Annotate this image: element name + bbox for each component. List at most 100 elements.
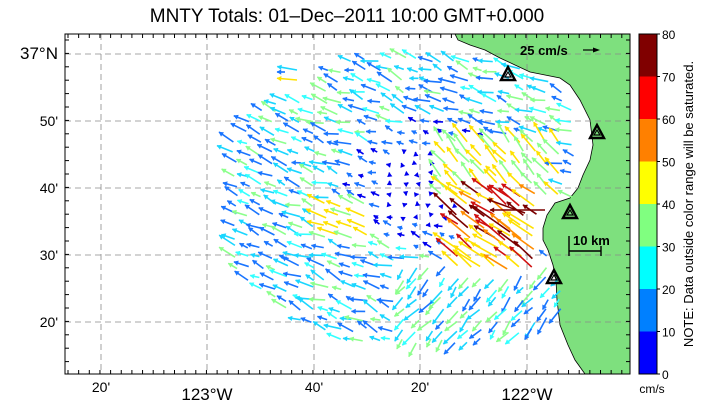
current-vector	[393, 64, 405, 71]
current-vector	[485, 311, 498, 323]
current-vector	[440, 50, 454, 62]
current-vector	[442, 105, 459, 112]
current-vector	[395, 245, 407, 251]
current-vector	[468, 124, 485, 143]
current-vector	[338, 270, 353, 277]
current-vector	[271, 298, 287, 309]
map-frame	[64, 33, 631, 375]
current-vector	[327, 68, 341, 74]
current-vector	[387, 172, 393, 178]
current-vector	[468, 224, 483, 238]
current-vector	[406, 267, 418, 284]
current-vector	[397, 225, 403, 231]
current-vector	[306, 219, 324, 226]
current-vector	[236, 199, 249, 205]
y-tick-label: 20'	[40, 314, 58, 330]
current-vector-field	[216, 48, 574, 358]
current-vector	[480, 252, 495, 267]
current-vector	[335, 299, 352, 310]
current-vector	[449, 197, 470, 215]
current-vector	[466, 309, 481, 320]
current-vector	[276, 76, 298, 82]
current-vector	[264, 138, 276, 146]
current-vector	[233, 114, 250, 123]
current-vector	[371, 180, 379, 186]
current-vector	[293, 252, 312, 259]
current-vector	[379, 105, 390, 112]
current-vector	[406, 67, 418, 73]
current-vector	[320, 105, 338, 116]
current-vector	[468, 328, 482, 340]
current-vector	[270, 199, 289, 208]
current-vector	[380, 92, 393, 102]
current-vector	[555, 140, 572, 146]
current-vector	[305, 274, 315, 282]
current-vector	[331, 188, 341, 196]
current-vector	[458, 190, 481, 204]
current-vector	[443, 342, 456, 355]
current-vector	[428, 180, 434, 186]
current-vector	[365, 128, 377, 135]
current-vector	[416, 319, 432, 332]
current-vector	[439, 212, 459, 225]
current-vector	[301, 207, 312, 215]
current-vector	[427, 250, 443, 260]
current-vector	[478, 134, 495, 153]
current-vector	[310, 269, 325, 281]
current-vector	[346, 193, 365, 205]
current-vector	[528, 280, 536, 290]
map-background	[65, 34, 630, 374]
current-vector	[554, 127, 572, 133]
current-vector	[379, 313, 391, 322]
current-vector	[497, 122, 510, 143]
current-vector	[357, 155, 368, 163]
current-vector	[299, 176, 314, 187]
current-vector	[482, 69, 497, 75]
current-vector	[343, 67, 354, 73]
radar-station-marker	[587, 122, 607, 140]
current-vector	[442, 97, 455, 104]
current-vector	[222, 181, 238, 188]
current-vector	[428, 191, 434, 197]
current-vector	[505, 254, 520, 268]
lat-lon-grid	[65, 34, 630, 374]
current-vector	[304, 146, 315, 153]
current-vector	[483, 254, 508, 270]
current-vector	[263, 240, 274, 247]
current-vector	[411, 160, 418, 166]
current-vector	[471, 177, 493, 194]
current-vector	[342, 76, 354, 82]
current-vector	[309, 82, 326, 92]
colorbar-tick-label: 80	[662, 28, 676, 42]
map-title: MNTY Totals: 01–Dec–2011 10:00 GMT+0.000	[150, 6, 544, 27]
current-vector	[519, 171, 533, 184]
current-vector	[459, 318, 468, 333]
current-vector	[401, 49, 417, 60]
current-vector	[472, 233, 498, 249]
distance-scale: 10 km	[568, 233, 610, 256]
current-vector	[443, 169, 458, 186]
current-vector	[274, 112, 289, 122]
current-vector	[457, 277, 469, 290]
current-vector	[286, 148, 299, 155]
current-vector	[391, 93, 404, 104]
x-tick-label: 20'	[411, 379, 429, 395]
current-vector	[270, 225, 287, 236]
current-vector	[238, 188, 251, 197]
current-vector	[337, 322, 354, 333]
current-vector	[327, 82, 338, 91]
current-vector	[274, 127, 289, 134]
x-tick-label: 122°W	[501, 385, 552, 404]
current-vector	[370, 147, 378, 153]
current-vector	[394, 329, 404, 342]
current-vector	[396, 338, 403, 350]
current-vector	[336, 243, 350, 249]
current-vector	[258, 207, 274, 215]
current-vector	[473, 213, 506, 241]
current-vector	[422, 241, 432, 248]
current-vector	[405, 298, 417, 309]
current-vector	[312, 320, 326, 331]
current-vector	[447, 117, 458, 124]
current-vector	[437, 77, 456, 84]
current-vector	[548, 308, 562, 324]
